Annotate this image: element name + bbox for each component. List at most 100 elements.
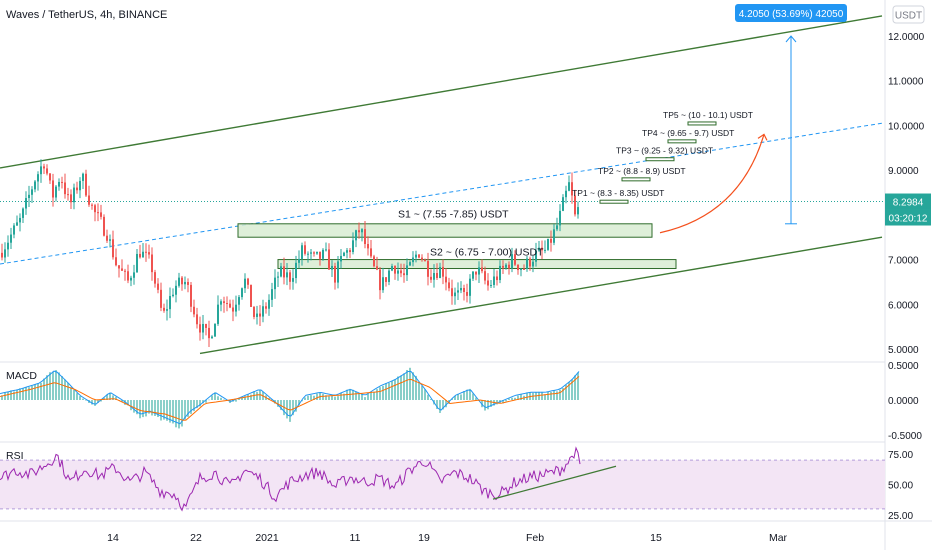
macd-histogram-bar bbox=[244, 396, 246, 400]
candle-body bbox=[187, 281, 189, 285]
macd-histogram-bar bbox=[307, 395, 309, 400]
macd-histogram-bar bbox=[502, 400, 504, 404]
candle-body bbox=[97, 212, 99, 214]
macd-axis-tick: -0.5000 bbox=[888, 431, 922, 442]
macd-histogram-bar bbox=[505, 400, 507, 402]
candle-body bbox=[277, 276, 279, 278]
candle-body bbox=[478, 267, 480, 275]
macd-histogram-bar bbox=[214, 392, 216, 400]
macd-histogram-bar bbox=[403, 373, 405, 400]
candle-body bbox=[214, 323, 216, 337]
macd-title: MACD bbox=[6, 370, 37, 382]
candle-body bbox=[52, 180, 54, 198]
time-axis-tick: Feb bbox=[526, 532, 544, 544]
candle-body bbox=[370, 248, 372, 257]
last-price-badge: 8.2984 bbox=[885, 193, 931, 210]
candle-body bbox=[163, 307, 165, 311]
macd-histogram-bar bbox=[148, 400, 150, 414]
macd-histogram-bar bbox=[205, 400, 207, 403]
candle-body bbox=[406, 265, 408, 276]
macd-histogram-bar bbox=[181, 400, 183, 427]
price-axis-tick: 10.0000 bbox=[888, 121, 925, 132]
candle-body bbox=[85, 173, 87, 196]
candles bbox=[1, 159, 579, 347]
candle-body bbox=[481, 267, 483, 272]
candle-body bbox=[364, 229, 366, 245]
macd-histogram-bar bbox=[184, 400, 186, 420]
candle-body bbox=[289, 272, 291, 282]
macd-histogram-bar bbox=[382, 385, 384, 400]
currency-button[interactable]: USDT bbox=[892, 5, 925, 24]
candle-body bbox=[451, 288, 453, 297]
candle-body bbox=[28, 194, 30, 199]
macd-histogram-bar bbox=[421, 385, 423, 400]
candle-body bbox=[31, 189, 33, 195]
candle-body bbox=[40, 166, 42, 175]
macd-histogram-bar bbox=[340, 392, 342, 400]
macd-histogram-bar bbox=[391, 381, 393, 400]
candle-body bbox=[538, 247, 540, 251]
rsi-line bbox=[0, 446, 581, 512]
annotations: 8.2984 03:20:12 bbox=[885, 193, 931, 226]
candle-body bbox=[343, 252, 345, 256]
support-zone-2-label: S2 ~ (6.75 - 7.00) USDT bbox=[430, 247, 544, 259]
macd-histogram-bar bbox=[52, 371, 54, 400]
macd-histogram-bar bbox=[511, 397, 513, 400]
macd-histogram-bar bbox=[154, 400, 156, 416]
candle-body bbox=[334, 265, 336, 283]
macd-histogram-bar bbox=[211, 395, 213, 400]
candle-body bbox=[499, 265, 501, 281]
macd-histogram-bar bbox=[463, 391, 465, 400]
target-1-label: TP1 ~ (8.3 - 8.35) USDT bbox=[572, 188, 664, 198]
macd-histogram-bar bbox=[547, 391, 549, 400]
target-2-bar bbox=[621, 177, 651, 182]
candle-body bbox=[274, 277, 276, 290]
candle-body bbox=[256, 313, 258, 317]
candle-body bbox=[271, 289, 273, 300]
candle-body bbox=[547, 238, 549, 250]
macd-histogram-bar bbox=[361, 394, 363, 400]
candle-body bbox=[484, 271, 486, 281]
macd-histogram-bar bbox=[469, 388, 471, 400]
price-axis-tick: 5.0000 bbox=[888, 345, 919, 356]
candle-body bbox=[112, 239, 114, 258]
macd-histogram-bar bbox=[445, 400, 447, 408]
candle-body bbox=[115, 257, 117, 266]
macd-histogram-bar bbox=[37, 383, 39, 400]
macd-histogram-bar bbox=[175, 400, 177, 428]
candle-body bbox=[469, 278, 471, 296]
macd-histogram-bar bbox=[520, 393, 522, 400]
macd-histogram-bar bbox=[310, 395, 312, 400]
macd-histogram-bar bbox=[223, 399, 225, 401]
macd-histogram-bar bbox=[70, 387, 72, 400]
candle-body bbox=[67, 194, 69, 196]
macd-histogram-bar bbox=[127, 400, 129, 406]
candle-body bbox=[64, 182, 66, 195]
macd-histogram-bar bbox=[256, 391, 258, 400]
candle-body bbox=[502, 265, 504, 268]
candle-body bbox=[37, 174, 39, 182]
macd-histogram-bar bbox=[454, 395, 456, 400]
price-axis-tick: 12.0000 bbox=[888, 32, 925, 43]
candle-body bbox=[325, 249, 327, 251]
macd-histogram-bar bbox=[325, 395, 327, 400]
macd-histogram-bar bbox=[553, 390, 555, 400]
candle-body bbox=[352, 240, 354, 253]
candle-body bbox=[472, 271, 474, 279]
candle-body bbox=[205, 323, 207, 328]
candle-body bbox=[70, 194, 72, 203]
time-axis-tick: Mar bbox=[769, 532, 788, 544]
projection-arrow-line bbox=[659, 134, 765, 234]
candle-body bbox=[574, 195, 576, 215]
symbol-title: Waves / TetherUS, 4h, BINANCE bbox=[6, 9, 167, 21]
channel-upper-line bbox=[0, 15, 883, 169]
price-pane: S1 ~ (7.55 -7.85) USDT S2 ~ (6.75 - 7.00)… bbox=[0, 4, 885, 355]
candle-body bbox=[91, 204, 93, 206]
macd-histogram-bar bbox=[352, 389, 354, 400]
candle-body bbox=[157, 283, 159, 290]
macd-histogram-bar bbox=[541, 391, 543, 400]
macd-histogram-bar bbox=[16, 389, 18, 400]
macd-histogram-bar bbox=[76, 393, 78, 400]
countdown-badge: 03:20:12 bbox=[885, 209, 931, 226]
candle-body bbox=[220, 301, 222, 305]
